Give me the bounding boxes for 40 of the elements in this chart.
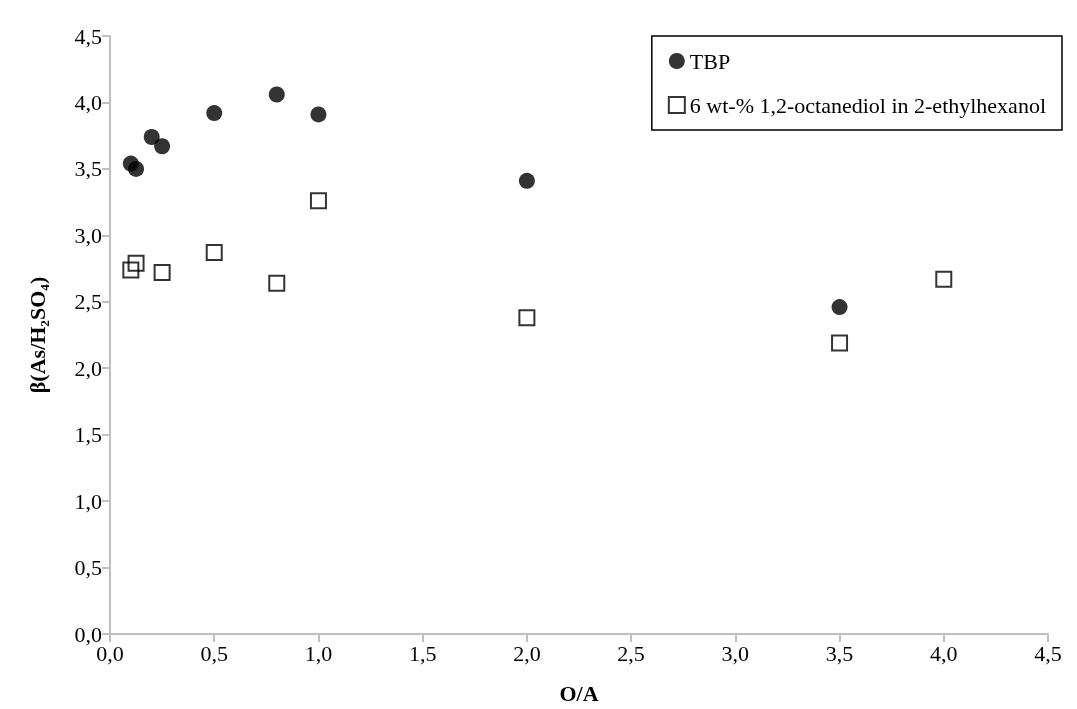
x-tick-label: 4,0 [930,640,958,666]
y-tick-label: 2,0 [74,355,102,381]
y-tick-label: 2,5 [74,289,102,315]
point [122,261,140,279]
point [127,254,145,272]
point [309,192,327,210]
point [153,264,171,282]
point [206,105,223,122]
point [205,244,223,262]
y-tick-label: 4,0 [74,89,102,115]
y-tick-label: 3,0 [74,222,102,248]
x-tick-label: 3,0 [721,640,750,666]
y-tick-label: 4,5 [74,23,102,49]
x-tick-label: 3,5 [825,640,854,666]
legend-label: TBP [689,48,731,74]
point [143,129,160,145]
y-tick-label: 0,5 [74,555,102,581]
x-tick-label: 2,5 [617,640,645,666]
x-tick-label: 2,0 [513,640,541,666]
x-tick-label: 4,5 [1034,640,1062,666]
point [831,334,849,352]
point [935,270,953,288]
x-tick-label: 1,5 [408,640,437,666]
point [518,172,535,189]
y-tick-label: 3,5 [74,156,102,182]
y-tick-label: 1,0 [74,488,102,514]
point [310,106,327,123]
x-axis-title: O/A [559,680,599,706]
point [268,86,285,103]
point [128,160,145,177]
point [268,274,286,292]
y-tick-label: 0,0 [74,621,102,647]
y-axis-title: β(As/H₂SO₄) [24,276,50,394]
legend-label: 6 wt-% 1,2-octanediol in 2-ethylhexanol [689,92,1047,118]
x-tick-label: 0,5 [200,640,228,666]
point [154,138,171,155]
point [831,299,848,316]
y-tick-label: 1,5 [74,422,102,448]
point [518,309,536,327]
x-tick-label: 1,0 [304,640,333,666]
